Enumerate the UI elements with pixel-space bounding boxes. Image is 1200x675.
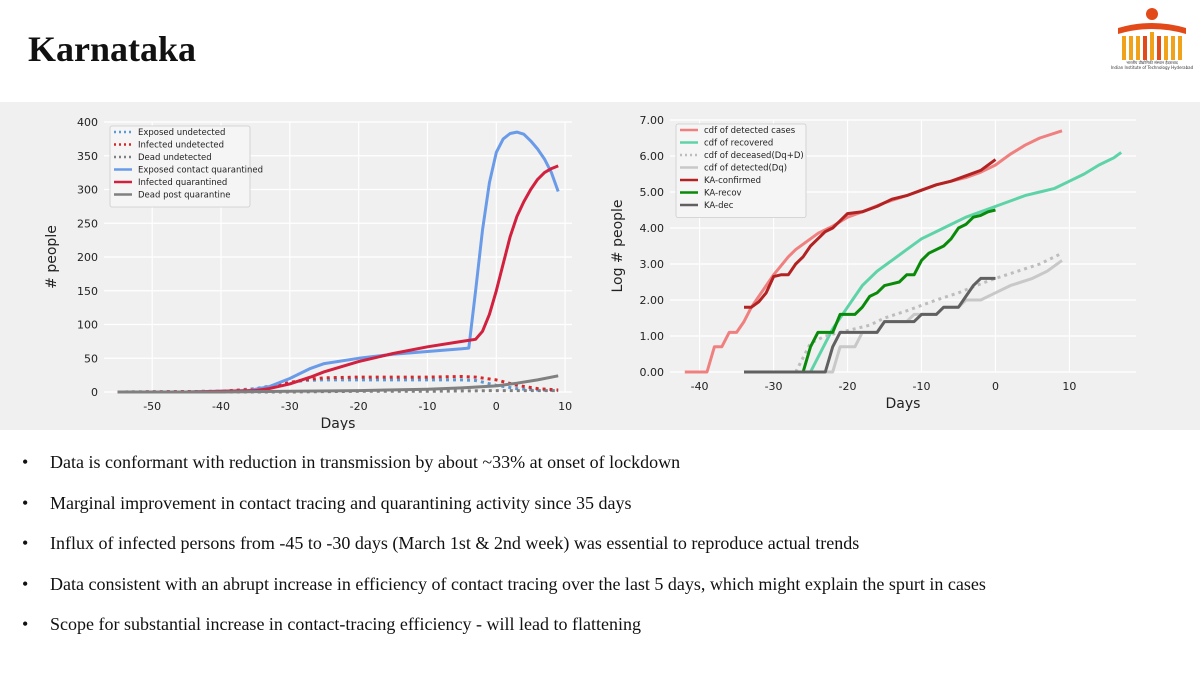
x-tick-label: -20 bbox=[839, 380, 857, 393]
legend-label: KA-dec bbox=[704, 201, 734, 211]
y-tick-label: 400 bbox=[77, 116, 98, 129]
legend-label: cdf of deceased(Dq+D) bbox=[704, 151, 804, 161]
y-tick-label: 0 bbox=[91, 386, 98, 399]
series-line bbox=[117, 164, 559, 394]
y-axis-label: # people bbox=[44, 225, 60, 289]
legend-label: Infected quarantined bbox=[138, 178, 227, 188]
x-tick-label: -30 bbox=[765, 380, 783, 393]
legend-label: cdf of detected(Dq) bbox=[704, 164, 787, 174]
x-tick-label: -30 bbox=[281, 400, 299, 413]
series-line bbox=[817, 259, 1063, 374]
x-axis-label: Days bbox=[886, 396, 921, 412]
y-tick-label: 50 bbox=[84, 352, 98, 365]
legend-box bbox=[109, 125, 251, 208]
legend-label: cdf of recovered bbox=[704, 139, 773, 149]
legend-label: cdf of detected cases bbox=[704, 126, 796, 136]
y-tick-label: 3.00 bbox=[640, 258, 665, 271]
legend-label: Dead undetected bbox=[138, 153, 212, 163]
series-line bbox=[794, 251, 1063, 373]
x-tick-label: -10 bbox=[913, 380, 931, 393]
legend-box bbox=[675, 123, 807, 218]
y-tick-label: 250 bbox=[77, 217, 98, 230]
series-line bbox=[117, 374, 559, 394]
legend-label: KA-recov bbox=[704, 189, 742, 199]
y-tick-label: 350 bbox=[77, 150, 98, 163]
bullet-symbol: • bbox=[22, 452, 29, 472]
y-axis-label: Log # people bbox=[610, 199, 626, 292]
y-tick-label: 100 bbox=[77, 319, 98, 332]
y-tick-label: 2.00 bbox=[640, 294, 665, 307]
bullet-text: Marginal improvement in contact tracing … bbox=[50, 493, 632, 513]
y-tick-label: 6.00 bbox=[640, 150, 665, 163]
series-line bbox=[117, 130, 560, 394]
institute-logo bbox=[1118, 8, 1186, 60]
bullet-symbol: • bbox=[22, 493, 29, 513]
x-tick-label: -10 bbox=[418, 400, 436, 413]
y-tick-label: 4.00 bbox=[640, 222, 665, 235]
series-line bbox=[744, 276, 996, 374]
series-line bbox=[744, 158, 997, 309]
y-tick-label: 300 bbox=[77, 184, 98, 197]
x-tick-label: 0 bbox=[493, 400, 500, 413]
y-tick-label: 0.00 bbox=[640, 366, 665, 379]
legend-label: Infected undetected bbox=[138, 141, 224, 151]
series-line bbox=[684, 129, 1063, 374]
bullet-text: Data is conformant with reduction in tra… bbox=[50, 452, 681, 472]
chart-people: -50 -40 -30 -20 -10 0 100501001502002503003504… bbox=[44, 116, 572, 430]
x-tick-label: 10 bbox=[1062, 380, 1076, 393]
x-tick-label: -40 bbox=[691, 380, 709, 393]
legend-label: Exposed undetected bbox=[138, 128, 225, 138]
y-tick-label: 1.00 bbox=[640, 330, 665, 343]
x-tick-label: -50 bbox=[143, 400, 161, 413]
x-tick-label: -40 bbox=[212, 400, 230, 413]
bullet-text: Scope for substantial increase in contac… bbox=[50, 614, 641, 634]
chart-log-people: -40 -30 -20 -10 0 10 0.00 1.00 2.00 3.00 4.00 5.00 6… bbox=[610, 114, 1136, 412]
y-tick-label: 150 bbox=[77, 285, 98, 298]
bullet-symbol: • bbox=[22, 533, 29, 553]
series-line bbox=[801, 208, 996, 373]
x-tick-label: 0 bbox=[992, 380, 999, 393]
legend-label: Exposed contact quarantined bbox=[138, 166, 263, 176]
legend-label: Dead post quarantine bbox=[138, 191, 231, 201]
y-tick-label: 7.00 bbox=[640, 114, 665, 127]
x-axis-label: Days bbox=[321, 416, 356, 430]
x-tick-label: 10 bbox=[558, 400, 572, 413]
x-tick-label: -20 bbox=[350, 400, 368, 413]
bullet-symbol: • bbox=[22, 574, 29, 594]
legend-label: KA-confirmed bbox=[704, 176, 761, 186]
page-title: Karnataka bbox=[28, 29, 197, 69]
logo-caption: भारतीय प्रौद्योगिकी संस्थान हैदराबाद Ind… bbox=[1110, 60, 1194, 70]
y-tick-label: 200 bbox=[77, 251, 98, 264]
y-tick-label: 5.00 bbox=[640, 186, 665, 199]
bullet-symbol: • bbox=[22, 614, 29, 634]
bullet-text: Influx of infected persons from -45 to -… bbox=[50, 533, 860, 553]
bullet-text: Data consistent with an abrupt increase … bbox=[50, 574, 986, 594]
series-line bbox=[809, 151, 1123, 373]
